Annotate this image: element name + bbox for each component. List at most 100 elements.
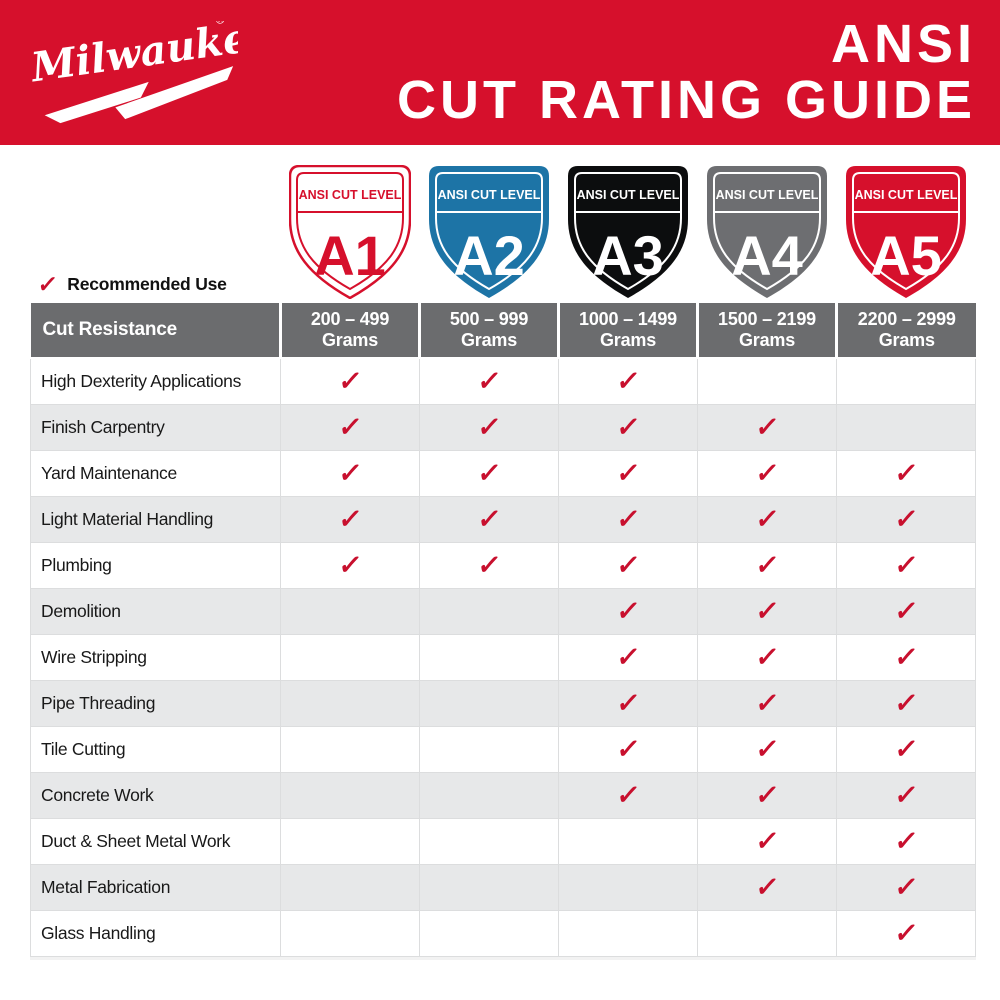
table-row: Glass Handling ✓ — [30, 909, 976, 957]
check-cell — [419, 633, 559, 681]
check-cell — [280, 771, 420, 819]
shield-slot-a4: ANSI CUT LEVEL A4 — [697, 165, 836, 299]
grams-unit: Grams — [321, 330, 379, 350]
table-row: Plumbing ✓ ✓ ✓ ✓ ✓ — [30, 541, 976, 589]
table-row: Concrete Work ✓ ✓ ✓ — [30, 771, 976, 819]
svg-text:A2: A2 — [453, 224, 525, 287]
check-icon: ✓ — [753, 503, 781, 534]
check-cell: ✓ — [697, 587, 837, 635]
check-cell: ✓ — [836, 863, 976, 911]
lightning-bolt-icon — [115, 65, 234, 119]
row-label: Concrete Work — [30, 771, 281, 819]
check-cell: ✓ — [280, 403, 420, 451]
check-cell — [280, 679, 420, 727]
svg-text:ANSI CUT LEVEL: ANSI CUT LEVEL — [576, 188, 679, 202]
check-cell: ✓ — [280, 541, 420, 589]
check-icon: ✓ — [753, 641, 781, 672]
page-title: ANSI CUT RATING GUIDE — [397, 17, 972, 127]
check-cell: ✓ — [558, 771, 698, 819]
check-cell: ✓ — [836, 817, 976, 865]
column-header-a1-grams: 200 – 499 Grams — [279, 303, 420, 359]
check-cell — [419, 817, 559, 865]
check-icon: ✓ — [336, 549, 364, 580]
check-cell — [836, 403, 976, 451]
cut-rating-table: Cut Resistance 200 – 499 Grams 500 – 999… — [30, 303, 976, 957]
check-cell — [697, 357, 837, 405]
row-label: Tile Cutting — [30, 725, 281, 773]
check-icon: ✓ — [475, 411, 503, 442]
table-row: Finish Carpentry ✓ ✓ ✓ ✓ — [30, 403, 976, 451]
lightning-bolt-icon — [44, 81, 149, 123]
check-cell — [419, 725, 559, 773]
check-cell: ✓ — [419, 449, 559, 497]
check-cell — [280, 863, 420, 911]
check-icon: ✓ — [753, 457, 781, 488]
table-row: Wire Stripping ✓ ✓ ✓ — [30, 633, 976, 681]
table-row: Metal Fabrication ✓ ✓ — [30, 863, 976, 911]
check-cell: ✓ — [836, 587, 976, 635]
check-cell: ✓ — [419, 495, 559, 543]
table-row: Light Material Handling ✓ ✓ ✓ ✓ ✓ — [30, 495, 976, 543]
check-icon: ✓ — [614, 595, 642, 626]
column-header-a3-grams: 1000 – 1499 Grams — [557, 303, 698, 359]
svg-text:A1: A1 — [314, 224, 386, 287]
svg-text:A3: A3 — [592, 224, 664, 287]
shield-section: ANSI CUT LEVEL A1 ANSI CUT LEVEL A2 ANSI… — [0, 145, 1000, 303]
check-cell: ✓ — [697, 863, 837, 911]
check-icon: ✓ — [614, 503, 642, 534]
grams-unit: Grams — [460, 330, 518, 350]
row-label: Pipe Threading — [30, 679, 281, 727]
check-icon: ✓ — [475, 503, 503, 534]
svg-text:A5: A5 — [870, 224, 942, 287]
check-cell: ✓ — [697, 725, 837, 773]
row-label: Demolition — [30, 587, 281, 635]
check-cell — [419, 771, 559, 819]
check-cell — [419, 587, 559, 635]
check-icon: ✓ — [892, 687, 920, 718]
shield-slot-a3: ANSI CUT LEVEL A3 — [558, 165, 697, 299]
check-cell: ✓ — [558, 679, 698, 727]
row-label: Wire Stripping — [30, 633, 281, 681]
check-cell: ✓ — [280, 357, 420, 405]
check-icon: ✓ — [892, 917, 920, 948]
svg-text:ANSI CUT LEVEL: ANSI CUT LEVEL — [437, 188, 540, 202]
check-cell: ✓ — [558, 403, 698, 451]
check-cell: ✓ — [836, 771, 976, 819]
grams-range: 1500 – 2199 — [718, 308, 816, 329]
page-title-line2: CUT RATING GUIDE — [397, 69, 976, 130]
check-cell: ✓ — [697, 771, 837, 819]
shield-slot-a2: ANSI CUT LEVEL A2 — [419, 165, 558, 299]
grams-range: 200 – 499 — [310, 308, 390, 329]
check-icon: ✓ — [614, 687, 642, 718]
check-cell — [419, 679, 559, 727]
grams-range: 1000 – 1499 — [579, 308, 677, 329]
ansi-cut-level-a5-shield: ANSI CUT LEVEL A5 — [845, 166, 966, 298]
check-cell: ✓ — [836, 633, 976, 681]
grams-range: 2200 – 2999 — [857, 308, 956, 329]
check-cell: ✓ — [697, 403, 837, 451]
check-icon: ✓ — [336, 411, 364, 442]
registered-trademark: ® — [213, 21, 227, 27]
check-icon: ✓ — [753, 779, 781, 810]
check-cell: ✓ — [836, 725, 976, 773]
check-icon: ✓ — [614, 641, 642, 672]
check-icon: ✓ — [475, 457, 503, 488]
check-cell: ✓ — [836, 495, 976, 543]
check-icon: ✓ — [36, 271, 60, 297]
shield-slot-a1: ANSI CUT LEVEL A1 — [280, 165, 419, 299]
check-icon: ✓ — [892, 871, 920, 902]
check-icon: ✓ — [753, 411, 781, 442]
check-cell: ✓ — [280, 495, 420, 543]
shield-slot-a5: ANSI CUT LEVEL A5 — [836, 165, 975, 299]
page-title-line1: ANSI — [830, 14, 976, 75]
table-row: Duct & Sheet Metal Work ✓ ✓ — [30, 817, 976, 865]
check-cell — [836, 357, 976, 405]
check-cell: ✓ — [697, 495, 837, 543]
check-icon: ✓ — [892, 733, 920, 764]
check-icon: ✓ — [753, 871, 781, 902]
row-label: Metal Fabrication — [30, 863, 281, 911]
check-cell — [280, 725, 420, 773]
grams-unit: Grams — [599, 330, 657, 350]
row-label: Glass Handling — [30, 909, 281, 957]
recommended-use-legend: ✓ Recommended Use — [36, 271, 227, 297]
